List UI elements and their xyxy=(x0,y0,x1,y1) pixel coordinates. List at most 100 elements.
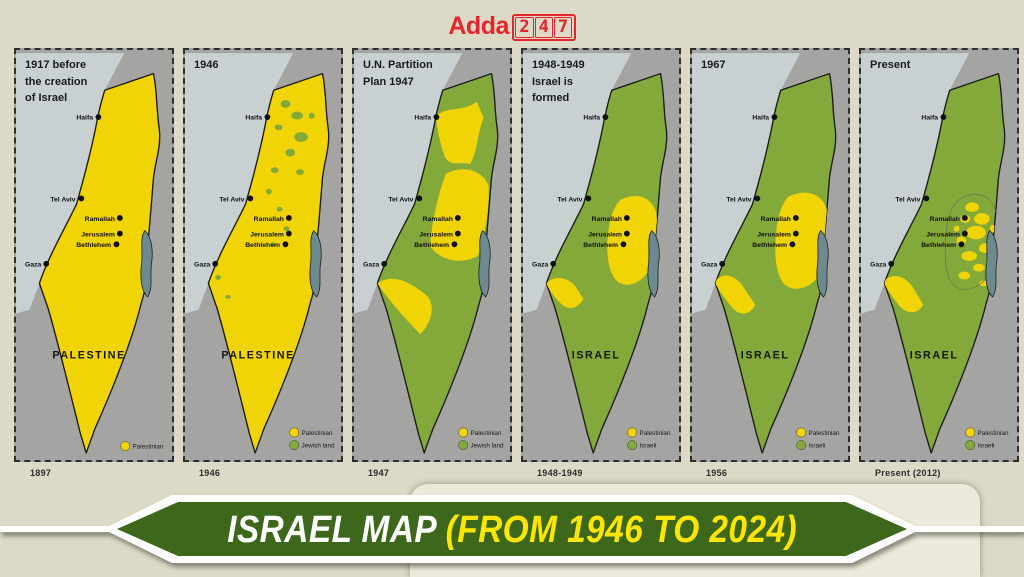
panel-title: 1946 xyxy=(194,59,219,71)
city-dot xyxy=(95,114,102,120)
city-label: Ramallah xyxy=(761,216,791,223)
territory-patch xyxy=(285,148,296,157)
territory-patch xyxy=(274,124,283,131)
territory-patch xyxy=(956,236,967,245)
city-label: Bethlehem xyxy=(583,242,618,249)
city-label: Gaza xyxy=(194,262,210,269)
legend-swatch xyxy=(965,427,976,438)
legend-label: Palestinian xyxy=(302,430,333,437)
panel-title: Present xyxy=(870,59,911,71)
city-dot xyxy=(285,215,292,221)
city-label: Haifa xyxy=(752,114,769,121)
logo-digit: 2 xyxy=(515,17,534,38)
legend-swatch xyxy=(289,427,300,438)
city-dot xyxy=(923,195,930,202)
city-label: Gaza xyxy=(870,262,886,269)
territory-shape xyxy=(545,72,668,454)
city-label: Jerusalem xyxy=(81,231,115,238)
map-panel-5: Haifa Tel Aviv Ramallah Jerusalem Bethlehem G… xyxy=(690,48,850,478)
banner-title-primary: ISRAEL MAP xyxy=(227,508,445,550)
city-dot xyxy=(623,215,630,221)
banner-title-secondary: (FROM 1946 TO 2024) xyxy=(446,508,797,550)
panel-caption: 1946 xyxy=(199,468,221,478)
country-label: PALESTINE xyxy=(52,349,125,361)
city-dot xyxy=(78,195,85,202)
territory-shape xyxy=(38,72,161,454)
territory-patch xyxy=(961,251,978,261)
city-dot xyxy=(792,215,799,221)
legend-swatch xyxy=(289,440,300,451)
legend-swatch xyxy=(965,440,976,451)
legend-swatch xyxy=(796,427,807,438)
city-label: Gaza xyxy=(25,262,41,269)
city-dot xyxy=(282,241,289,248)
banner-left-line xyxy=(0,526,108,532)
territory-shape xyxy=(883,72,1006,454)
legend-label: Israeli xyxy=(809,442,826,449)
panel-caption: 1956 xyxy=(706,468,728,478)
territory-overlay xyxy=(435,101,484,165)
territory-patch xyxy=(294,132,308,142)
city-label: Jerusalem xyxy=(419,231,453,238)
city-dot xyxy=(958,241,965,248)
city-dot xyxy=(789,241,796,248)
city-label: Ramallah xyxy=(85,216,115,223)
city-dot xyxy=(264,114,271,120)
territory-patch xyxy=(224,294,231,299)
country-label: ISRAEL xyxy=(572,349,621,361)
city-label: Haifa xyxy=(921,114,938,121)
city-dot xyxy=(719,260,726,267)
title-banner: ISRAEL MAP (FROM 1946 TO 2024) xyxy=(0,495,1024,563)
city-label: Bethlehem xyxy=(921,242,956,249)
territory-shape xyxy=(714,72,837,454)
territory-patch xyxy=(270,167,279,174)
city-dot xyxy=(454,215,461,221)
territory-patch xyxy=(270,242,276,247)
city-label: Ramallah xyxy=(930,216,960,223)
city-dot xyxy=(961,215,968,221)
country-label: ISRAEL xyxy=(741,349,790,361)
map-panel-3: Haifa Tel Aviv Ramallah Jerusalem Bethlehem G… xyxy=(352,48,512,478)
panel-caption: Present (2012) xyxy=(875,468,941,478)
city-dot xyxy=(940,114,947,120)
territory-overlay xyxy=(775,192,829,289)
territory-patch xyxy=(974,213,990,225)
dead-sea xyxy=(816,230,829,298)
city-label: Bethlehem xyxy=(245,242,280,249)
territory-overlay xyxy=(546,277,584,309)
city-dot xyxy=(43,260,50,267)
territory-patch xyxy=(280,99,291,108)
city-dot xyxy=(116,215,123,221)
city-label: Tel Aviv xyxy=(219,196,244,203)
dead-sea xyxy=(140,230,153,298)
territory-overlay xyxy=(430,169,489,261)
territory-patch xyxy=(989,224,996,233)
city-label: Bethlehem xyxy=(76,242,111,249)
legend-swatch xyxy=(796,440,807,451)
territory-overlay xyxy=(607,195,658,285)
city-dot xyxy=(623,230,630,237)
territory-overlay xyxy=(377,278,432,334)
territory-shape xyxy=(207,72,330,454)
dead-sea xyxy=(647,230,660,298)
city-dot xyxy=(247,195,254,202)
city-dot xyxy=(961,230,968,237)
dead-sea xyxy=(309,230,322,298)
city-dot xyxy=(433,114,440,120)
city-label: Jerusalem xyxy=(250,231,284,238)
legend-label: Palestinian xyxy=(133,443,164,450)
territory-patch xyxy=(291,111,303,120)
city-label: Gaza xyxy=(701,262,717,269)
legend-label: Palestinian xyxy=(640,430,671,437)
legend-label: Palestinian xyxy=(471,430,502,437)
territory-patch xyxy=(308,112,315,119)
city-label: Tel Aviv xyxy=(388,196,413,203)
legend-label: Palestinian xyxy=(978,430,1009,437)
city-label: Bethlehem xyxy=(752,242,787,249)
city-dot xyxy=(381,260,388,267)
city-dot xyxy=(585,195,592,202)
banner-ribbon-inner xyxy=(117,502,907,556)
city-label: Bethlehem xyxy=(414,242,449,249)
city-label: Ramallah xyxy=(254,216,284,223)
map-panels-row: Haifa Tel Aviv Ramallah Jerusalem Bethlehem G… xyxy=(14,48,1019,478)
